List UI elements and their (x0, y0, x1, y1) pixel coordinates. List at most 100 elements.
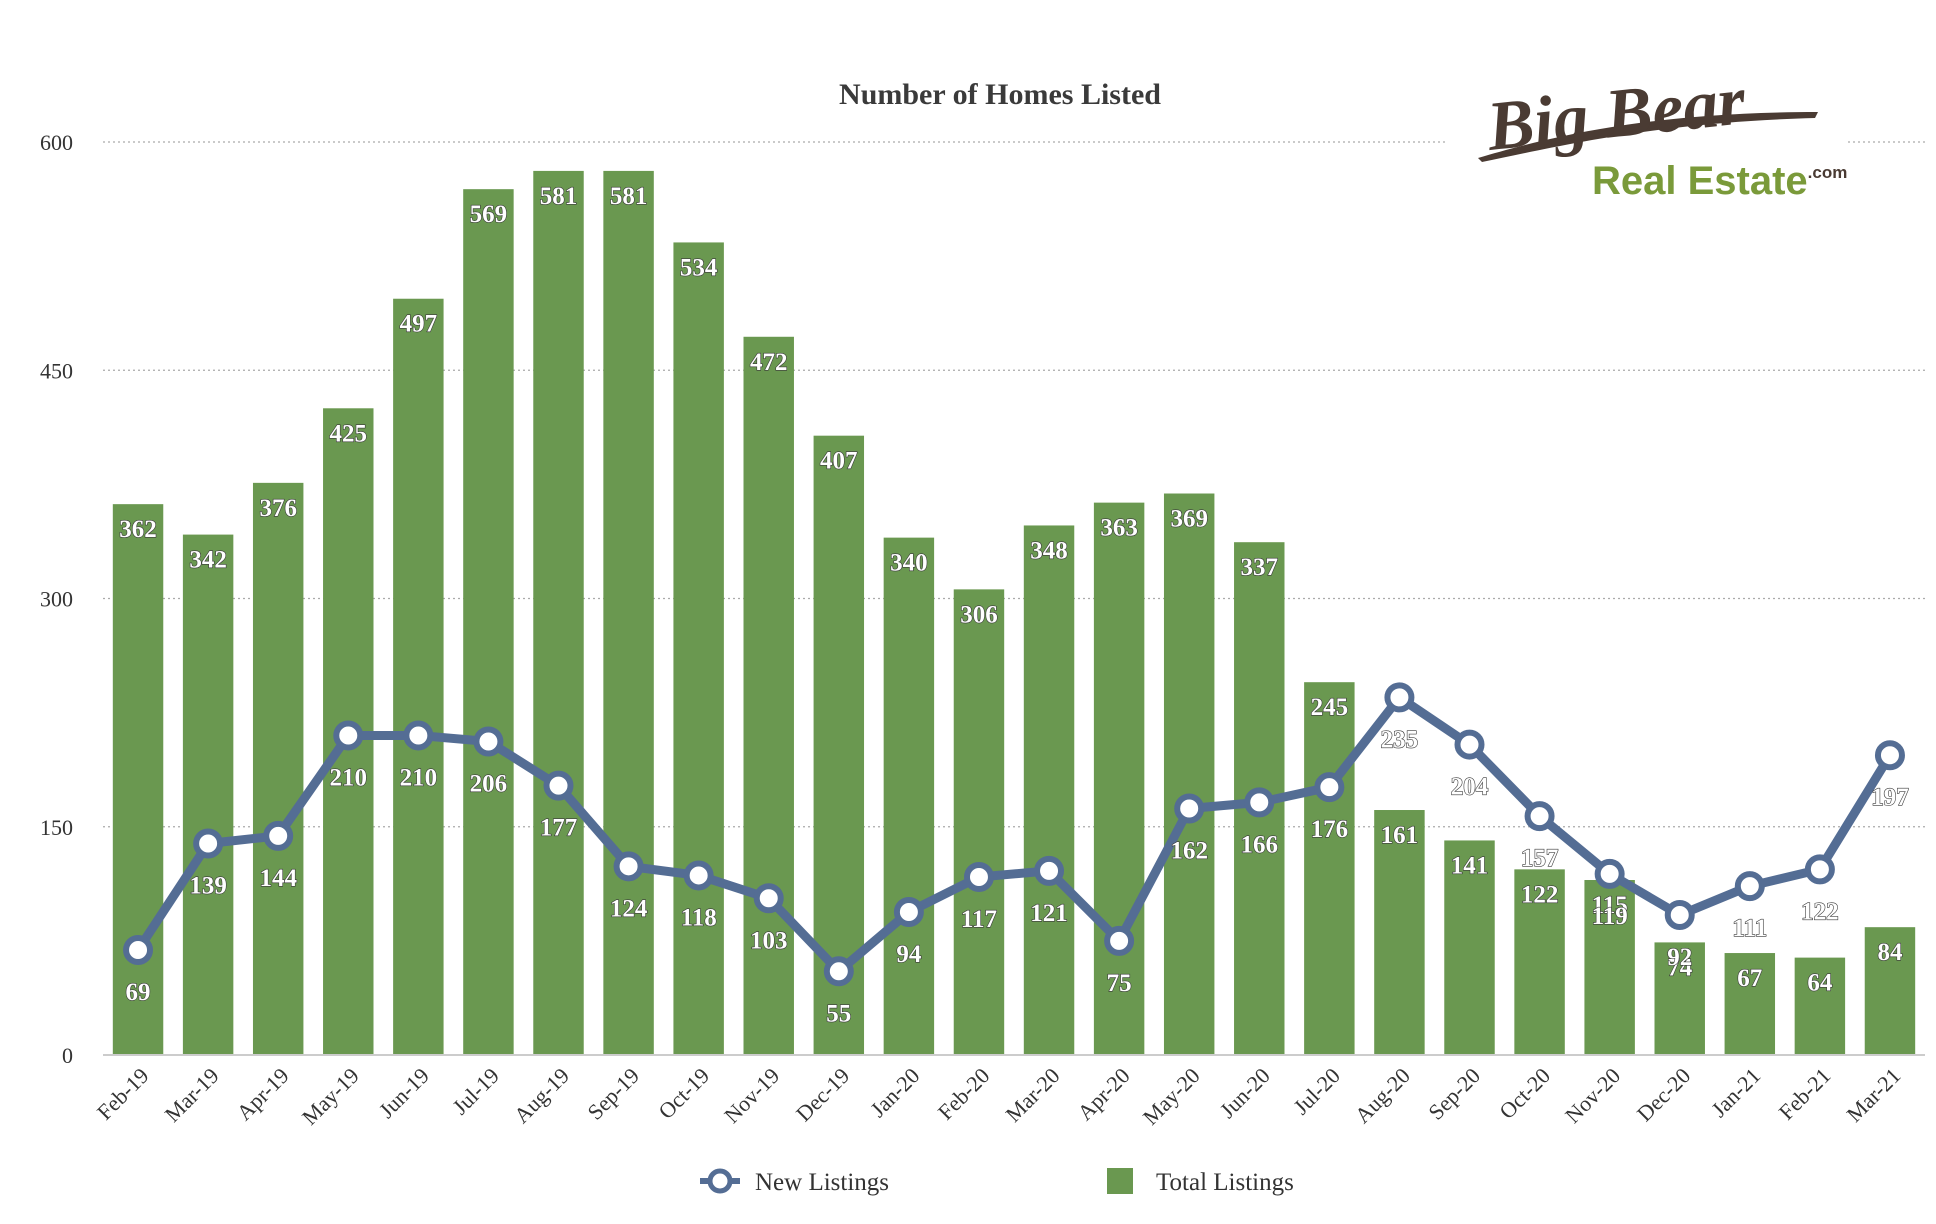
bar (1724, 953, 1776, 1055)
line-point (1174, 793, 1205, 824)
x-tick-label: Sep-19 (582, 1063, 644, 1125)
line-value-label: 103 (750, 927, 788, 954)
x-axis-ticks: Feb-19 Mar-19 Apr-19 May-19 Jun-19 Jul-19 Aug-… (92, 1063, 1906, 1130)
line-value-label: 235 (1381, 726, 1419, 753)
line-point (1594, 858, 1625, 889)
line-value-label: 55 (826, 1000, 851, 1027)
bar-value-label: 64 (1807, 970, 1833, 997)
line-point (1804, 854, 1835, 885)
legend-label-new-listings: New Listings (755, 1169, 889, 1196)
y-axis-ticks: 0 150 300 450 600 (40, 130, 73, 1068)
bars-total-listings (112, 170, 1916, 1056)
legend-swatch-bar (1107, 1168, 1133, 1194)
bar-value-label: 342 (189, 547, 227, 574)
bar-value-label: 363 (1100, 515, 1138, 542)
bar-value-label: 115 (1592, 892, 1628, 919)
legend: New Listings Total Listings (700, 1168, 1294, 1196)
bar (1864, 927, 1916, 1055)
bar-value-label: 369 (1170, 506, 1208, 533)
x-tick-label: Jul-20 (1288, 1063, 1345, 1120)
bar-value-label: 497 (400, 311, 438, 338)
bar-value-labels: 362 342 376 425 497 569 581 581 534 472 407 340 306 3… (119, 182, 1904, 997)
x-tick-label: Nov-20 (1560, 1063, 1625, 1128)
line-value-label: 176 (1311, 816, 1349, 843)
bar (533, 170, 584, 1055)
bar-value-label: 84 (1877, 939, 1903, 966)
logo: Big Bear Real Estate.com (1445, 62, 1847, 208)
line-point (753, 883, 784, 914)
line-new-listings (123, 682, 1905, 987)
line-value-label: 94 (896, 941, 922, 968)
x-tick-label: Jul-19 (447, 1063, 504, 1120)
bar (1374, 810, 1425, 1055)
bar (673, 242, 724, 1055)
bar-value-label: 74 (1667, 954, 1693, 981)
line-point (1524, 801, 1555, 832)
x-tick-label: Jun-19 (374, 1063, 434, 1123)
x-tick-label: Oct-20 (1494, 1063, 1555, 1124)
bar-value-label: 362 (119, 516, 157, 543)
bar (182, 534, 234, 1055)
bar-value-label: 472 (750, 349, 788, 376)
x-tick-label: May-20 (1138, 1063, 1205, 1130)
y-tick-label: 450 (40, 358, 73, 383)
line-value-label: 122 (1801, 898, 1839, 925)
bar-value-label: 534 (680, 254, 718, 281)
legend-label-total-listings: Total Listings (1156, 1169, 1294, 1196)
line-value-label: 197 (1871, 784, 1909, 811)
line-point (1104, 925, 1135, 956)
line-point (1874, 740, 1905, 771)
bar-value-label: 245 (1311, 694, 1349, 721)
x-tick-label: Nov-19 (719, 1063, 784, 1128)
bar-value-label: 141 (1451, 852, 1489, 879)
bar-value-label: 407 (820, 448, 858, 475)
bar-value-label: 67 (1737, 965, 1762, 992)
bar (1654, 942, 1705, 1055)
x-tick-label: Jan-21 (1706, 1063, 1765, 1122)
bar (112, 504, 164, 1055)
x-tick-label: Apr-20 (1072, 1063, 1134, 1125)
line-value-label: 204 (1451, 774, 1489, 801)
line-value-label: 177 (540, 815, 578, 842)
y-tick-label: 300 (40, 587, 73, 612)
bar-value-label: 348 (1030, 537, 1068, 564)
line-value-label: 92 (1667, 944, 1692, 971)
bar-value-label: 122 (1521, 881, 1559, 908)
line-value-label: 124 (610, 895, 648, 922)
bar-value-label: 306 (960, 601, 998, 628)
line-value-label: 117 (961, 906, 997, 933)
bar (743, 336, 794, 1056)
line-value-label: 162 (1170, 837, 1208, 864)
y-tick-label: 600 (40, 130, 73, 155)
line-value-label: 157 (1521, 845, 1559, 872)
bar (1163, 493, 1215, 1055)
x-tick-label: Mar-20 (1001, 1063, 1065, 1127)
line-point (963, 861, 994, 892)
bar (1794, 957, 1846, 1055)
bar (1584, 880, 1635, 1055)
y-tick-label: 150 (40, 815, 73, 840)
x-tick-label: Feb-21 (1774, 1063, 1836, 1125)
line-value-label: 139 (189, 872, 227, 899)
line-point (613, 851, 644, 882)
line-point (263, 820, 294, 851)
bar (252, 482, 304, 1055)
line-value-label: 206 (470, 771, 508, 798)
bar (1444, 840, 1495, 1055)
chart-title: Number of Homes Listed (839, 78, 1161, 111)
bar-value-label: 337 (1241, 554, 1279, 581)
logo-wordmark: Real Estate.com (1592, 159, 1847, 203)
line-point (473, 726, 504, 757)
logo-background (1445, 88, 1845, 208)
line-value-label: 121 (1030, 900, 1068, 927)
x-tick-label: Sep-20 (1423, 1063, 1485, 1125)
logo-swoosh (1478, 112, 1818, 162)
bar (393, 298, 444, 1055)
bar-value-label: 340 (890, 550, 928, 577)
x-tick-label: Dec-19 (791, 1063, 854, 1126)
gridlines (103, 141, 1925, 828)
line-value-label: 210 (330, 764, 368, 791)
line-point (893, 896, 924, 927)
line-point (1454, 729, 1485, 760)
